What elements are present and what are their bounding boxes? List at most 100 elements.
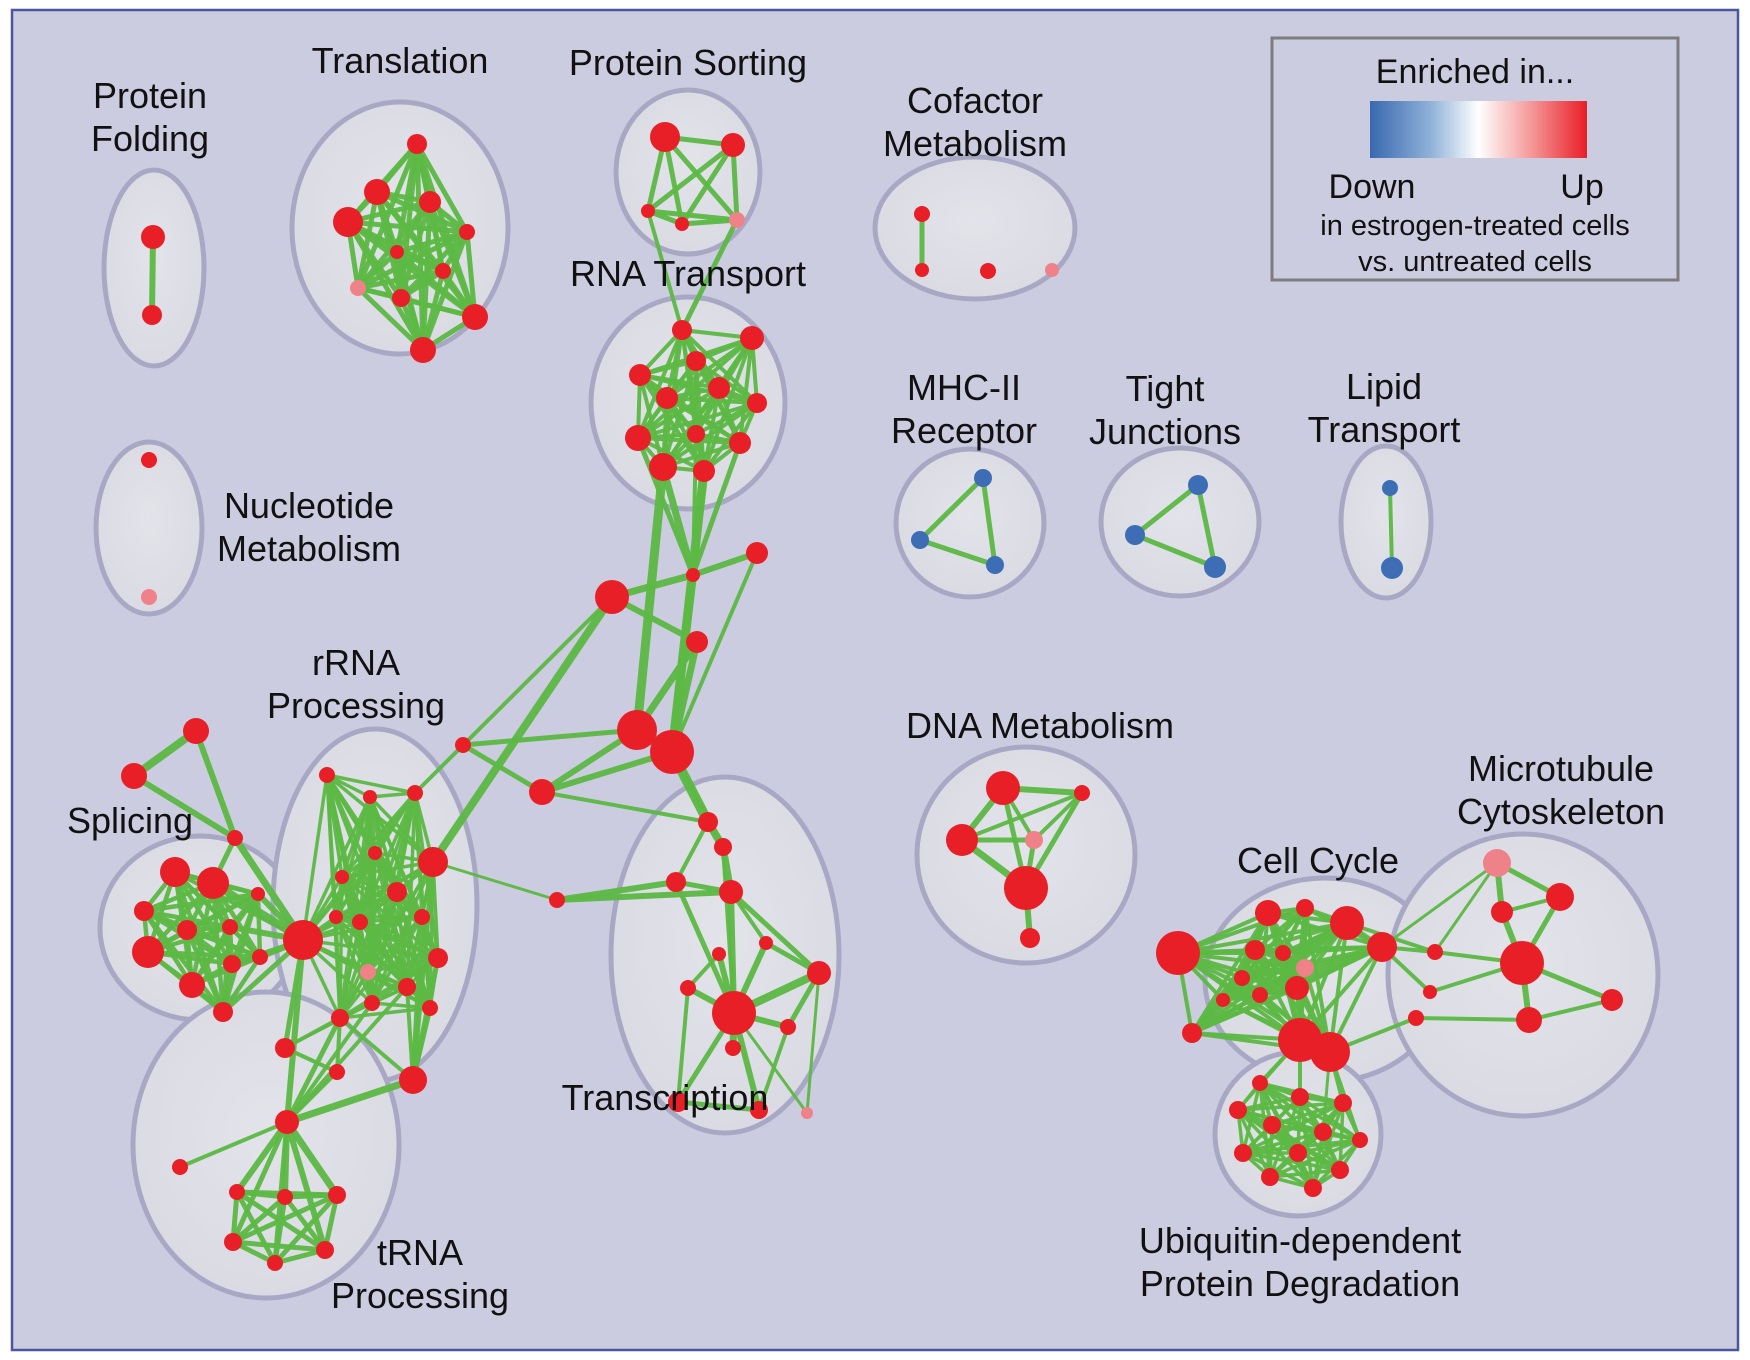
edge bbox=[131, 773, 238, 841]
gene-set-node bbox=[914, 206, 930, 222]
cluster-ellipse-mhc-ii-receptor bbox=[893, 446, 1047, 600]
edge bbox=[1268, 1168, 1342, 1179]
edge bbox=[283, 1076, 417, 1126]
gene-set-node bbox=[1516, 1007, 1542, 1033]
edge bbox=[301, 938, 440, 960]
legend-gradient-bar bbox=[1370, 101, 1587, 158]
edge bbox=[659, 463, 697, 579]
edge bbox=[679, 142, 736, 227]
gene-set-node bbox=[1263, 1116, 1281, 1134]
edge bbox=[917, 475, 986, 543]
gene-set-node bbox=[172, 1159, 188, 1175]
gene-set-node bbox=[672, 320, 692, 340]
gene-set-node bbox=[224, 1233, 242, 1251]
gene-set-node bbox=[747, 393, 767, 413]
edge bbox=[431, 860, 559, 902]
gene-set-node bbox=[392, 289, 410, 307]
gene-set-node bbox=[1408, 1010, 1424, 1026]
gene-set-node bbox=[687, 425, 705, 443]
gene-set-node bbox=[668, 1092, 688, 1112]
gene-set-node bbox=[712, 947, 726, 961]
edge bbox=[645, 208, 740, 223]
gene-set-node bbox=[227, 830, 243, 846]
edge bbox=[1132, 532, 1218, 570]
edge bbox=[1032, 791, 1084, 842]
gene-set-node bbox=[649, 453, 677, 481]
gene-set-node bbox=[1182, 1023, 1202, 1043]
gene-set-node bbox=[364, 995, 380, 1011]
edge bbox=[230, 1192, 340, 1245]
edge bbox=[284, 937, 306, 1125]
edge bbox=[282, 1194, 328, 1253]
gene-set-node bbox=[414, 909, 430, 925]
cluster-ellipse-cofactor-metabolism bbox=[872, 154, 1078, 302]
gene-set-node bbox=[1045, 263, 1059, 277]
edge bbox=[1281, 945, 1384, 955]
gene-set-node bbox=[462, 304, 488, 330]
gene-set-node bbox=[283, 920, 323, 960]
gene-set-node bbox=[1352, 1132, 1368, 1148]
cluster-label-dna-metabolism: DNA Metabolism bbox=[906, 705, 1174, 746]
edge bbox=[301, 795, 372, 942]
gene-set-node bbox=[750, 1101, 768, 1119]
gene-set-node bbox=[1381, 557, 1403, 579]
edge bbox=[645, 142, 736, 214]
edge bbox=[230, 1194, 288, 1245]
gene-set-node bbox=[267, 1255, 283, 1271]
gene-set-node bbox=[390, 245, 404, 259]
edge bbox=[338, 915, 424, 1020]
edge bbox=[255, 891, 263, 960]
edge bbox=[173, 870, 305, 942]
gene-set-node bbox=[141, 589, 157, 605]
gene-set-node bbox=[719, 880, 743, 904]
gene-set-node bbox=[1427, 944, 1443, 960]
gene-set-node bbox=[712, 991, 756, 1035]
legend-title: Enriched in... bbox=[1376, 53, 1574, 91]
edge bbox=[338, 890, 399, 1020]
cluster-label-translation: Translation bbox=[312, 40, 489, 81]
gene-set-node bbox=[1304, 1179, 1322, 1197]
edge bbox=[283, 1001, 374, 1050]
legend-up-label: Up bbox=[1560, 168, 1603, 206]
gene-set-node bbox=[1491, 901, 1513, 923]
gene-set-node bbox=[455, 737, 471, 753]
edge bbox=[429, 593, 616, 866]
gene-set-node bbox=[418, 847, 448, 877]
gene-set-node bbox=[1156, 931, 1200, 975]
gene-set-node bbox=[407, 785, 423, 801]
nodes-layer bbox=[121, 122, 1623, 1271]
gene-set-node bbox=[1204, 556, 1226, 578]
gene-set-node bbox=[141, 452, 157, 468]
gene-set-node bbox=[422, 1000, 438, 1016]
edge bbox=[738, 336, 754, 445]
cluster-label-microtubule-cytoskeleton: Microtubule Cytoskeleton bbox=[1457, 748, 1665, 832]
gene-set-node bbox=[708, 377, 730, 399]
cluster-label-tight-junctions: Tight Junctions bbox=[1089, 368, 1241, 452]
edge bbox=[414, 141, 470, 235]
gene-set-node bbox=[398, 978, 416, 996]
gene-set-node bbox=[986, 556, 1004, 574]
cluster-label-transcription: Transcription bbox=[562, 1077, 769, 1118]
edge bbox=[980, 475, 998, 568]
gene-set-node bbox=[686, 351, 706, 371]
gene-set-node bbox=[1125, 525, 1145, 545]
edge bbox=[805, 971, 821, 1115]
gene-set-node bbox=[363, 790, 377, 804]
edge bbox=[283, 1118, 341, 1199]
gene-set-node bbox=[656, 387, 678, 409]
gene-set-node bbox=[352, 914, 368, 930]
gene-set-node bbox=[1261, 1168, 1279, 1186]
gene-set-node bbox=[725, 1040, 741, 1056]
legend-note-line2: vs. untreated cells bbox=[1358, 246, 1592, 278]
cluster-label-ubiquitin-degradation: Ubiquitin-dependent Protein Degradation bbox=[1139, 1220, 1461, 1304]
cluster-ellipse-protein-sorting bbox=[613, 87, 763, 257]
edge bbox=[554, 889, 734, 903]
edge bbox=[670, 551, 759, 754]
gene-set-node bbox=[183, 718, 209, 744]
edge bbox=[464, 229, 478, 320]
gene-set-node bbox=[1296, 959, 1314, 977]
edge bbox=[301, 773, 329, 942]
gene-set-node bbox=[1275, 945, 1291, 961]
cluster-label-rrna-processing: rRNA Processing bbox=[267, 642, 445, 726]
cluster-label-nucleotide-metabolism: Nucleotide Metabolism bbox=[217, 485, 401, 569]
